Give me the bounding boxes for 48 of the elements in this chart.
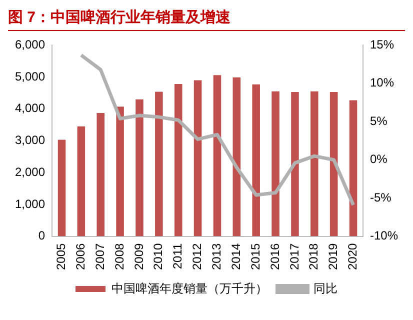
bar [77,126,86,236]
y-tick-label: 0 [38,228,46,243]
x-tick-label: 2019 [326,242,340,270]
x-tick-label: 2010 [151,242,166,270]
x-tick-label: 2017 [287,242,302,270]
bar [96,113,105,236]
bar [155,92,163,236]
bar [310,91,318,236]
x-tick-label: 2012 [190,242,204,270]
bar [252,84,260,236]
y-tick-label: 4,000 [15,101,46,116]
bar [213,75,222,236]
x-tick-label: 2018 [306,242,321,270]
bar [291,92,299,236]
x-tick-label: 2011 [170,242,185,270]
y-tick-label: 5,000 [15,69,46,84]
x-tick-label: 2006 [73,242,88,270]
x-tick-label: 2015 [248,242,262,270]
y-tick-label: 2,000 [15,164,46,179]
y2-tick-label: -5% [370,190,392,204]
x-tick-label: 2014 [228,242,243,270]
x-tick-label: 2009 [132,242,146,270]
legend-label: 中国啤酒年度销量（万千升） [112,281,268,296]
y2-tick-label: 15% [370,38,394,52]
bar [330,92,338,236]
bar [349,100,358,236]
bar [272,91,280,236]
chart-title: 图 7：中国啤酒行业年销量及增速 [8,8,405,31]
x-tick-label: 2016 [268,242,282,270]
x-tick-label: 2013 [210,242,224,270]
bar [232,77,241,236]
y2-tick-label: -10% [370,228,398,243]
y-tick-label: 1,000 [15,196,46,211]
x-tick-label: 2007 [92,242,107,270]
bar [136,99,144,236]
y-tick-label: 6,000 [15,38,46,52]
y2-tick-label: 5% [370,114,388,128]
x-tick-label: 2005 [54,242,68,270]
bar [174,84,182,236]
y2-tick-label: 10% [370,76,394,90]
x-tick-label: 2008 [112,242,126,270]
bar [194,80,202,236]
bar [58,140,66,236]
legend-label: 同比 [314,281,338,296]
x-tick-label: 2020 [346,242,360,270]
y2-tick-label: 0% [370,152,388,166]
y-tick-label: 3,000 [15,133,46,148]
bar [116,106,124,236]
